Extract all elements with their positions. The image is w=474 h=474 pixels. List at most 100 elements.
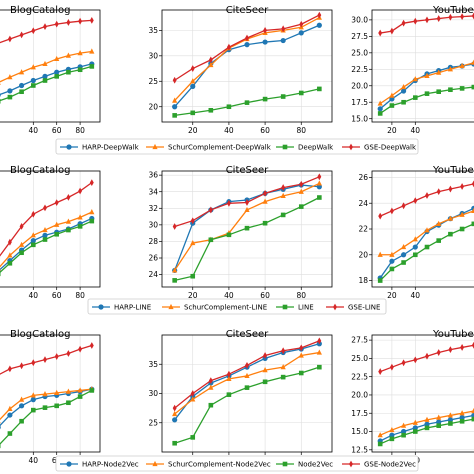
- x-tick-label: 40: [224, 291, 234, 300]
- data-point-harp: [298, 30, 304, 36]
- data-point-harp: [412, 425, 418, 431]
- data-point-base: [389, 103, 395, 108]
- data-point-schur: [172, 410, 178, 417]
- data-point-harp: [42, 73, 48, 79]
- data-point-harp: [172, 417, 178, 423]
- x-tick-label: 40: [224, 126, 234, 135]
- data-point-gse: [245, 34, 249, 42]
- data-point-base: [30, 83, 36, 88]
- data-point-harp: [424, 421, 430, 427]
- data-point-gse: [31, 210, 36, 218]
- data-point-schur: [30, 232, 36, 238]
- legend-marker-harp: [66, 461, 72, 467]
- data-point-base: [89, 218, 95, 224]
- y-tick-label: 30: [148, 389, 158, 398]
- data-point-gse: [471, 341, 474, 349]
- x-tick-label: 40: [29, 126, 39, 135]
- data-point-base: [208, 107, 214, 113]
- data-point-base: [244, 385, 250, 390]
- panel-youtube-0: 20 40 15.0 17.5 20.0 22.5 25.0 27.5 30.0 YouTube: [351, 5, 474, 135]
- data-point-gse: [436, 188, 441, 196]
- y-tick-label: 22: [358, 225, 368, 234]
- data-point-gse: [299, 344, 304, 352]
- y-tick-label: 27.5: [351, 336, 368, 345]
- y-tick-label: 24: [358, 199, 368, 208]
- panel-title: CiteSeer: [226, 329, 269, 340]
- x-tick-label: 60: [260, 291, 270, 300]
- data-point-schur: [18, 241, 25, 247]
- data-point-base: [412, 252, 418, 258]
- data-point-harp: [7, 88, 13, 94]
- x-tick-label: 20: [387, 126, 397, 135]
- data-point-schur: [471, 59, 474, 65]
- y-tick-label: 28: [148, 237, 158, 246]
- legend-marker-harp: [66, 144, 72, 150]
- data-point-gse: [43, 23, 47, 30]
- data-point-base: [54, 74, 60, 79]
- x-tick-label: 20: [188, 291, 198, 300]
- data-point-gse: [401, 19, 406, 27]
- series-line-schur: [174, 351, 320, 415]
- data-point-gse: [54, 20, 59, 28]
- data-point-base: [377, 111, 383, 116]
- data-point-schur: [459, 410, 465, 416]
- data-point-schur: [316, 349, 322, 355]
- legend-marker-base: [282, 461, 288, 467]
- data-point-gse: [281, 25, 286, 33]
- data-point-base: [412, 429, 418, 434]
- panel-title: BlogCatalog: [10, 165, 71, 176]
- data-point-schur: [412, 419, 418, 425]
- y-tick-label: 12.5: [351, 445, 368, 454]
- y-tick-label: 26: [148, 254, 158, 263]
- data-point-schur: [262, 198, 268, 204]
- legend-label: GSE-LINE: [348, 304, 380, 312]
- data-point-gse: [172, 76, 177, 84]
- data-point-schur: [7, 74, 13, 80]
- data-point-base: [389, 436, 395, 442]
- data-point-schur: [316, 180, 322, 186]
- data-point-gse: [263, 26, 268, 34]
- legend-label: SchurComplement-Node2Vec: [168, 461, 271, 469]
- data-point-schur: [77, 214, 83, 220]
- data-point-harp: [54, 69, 60, 75]
- data-point-schur: [42, 226, 48, 233]
- data-point-harp: [316, 22, 322, 28]
- series-group: [172, 11, 322, 118]
- data-point-base: [459, 226, 465, 232]
- series-line-harp: [174, 343, 320, 421]
- data-point-schur: [0, 83, 1, 85]
- data-point-gse: [425, 192, 429, 199]
- data-point-schur: [226, 375, 232, 381]
- legend-label: GSE-DeepWalk: [364, 144, 417, 152]
- data-point-gse: [460, 183, 465, 190]
- series-group: [377, 180, 474, 283]
- y-tick-label: 25: [148, 418, 158, 427]
- data-point-base: [317, 364, 322, 370]
- data-point-base: [436, 423, 442, 428]
- legend-label: HARP-DeepWalk: [82, 144, 140, 152]
- data-point-base: [377, 278, 383, 283]
- data-point-schur: [377, 251, 383, 257]
- y-tick-label: 15.0: [351, 114, 368, 123]
- data-point-base: [66, 69, 71, 75]
- data-point-base: [54, 403, 60, 409]
- series-group: [377, 341, 474, 447]
- data-point-base: [471, 416, 474, 422]
- data-point-gse: [19, 362, 24, 370]
- data-point-gse: [378, 29, 383, 37]
- data-point-base: [7, 94, 13, 100]
- series-line-base: [174, 366, 320, 444]
- data-point-gse: [208, 206, 213, 214]
- data-point-harp: [30, 397, 36, 403]
- data-point-gse: [190, 217, 195, 225]
- data-point-base: [172, 278, 177, 283]
- data-point-base: [66, 400, 71, 406]
- data-point-base: [89, 388, 95, 393]
- series-line-gse: [379, 183, 474, 217]
- legend-marker-gse: [349, 460, 353, 468]
- data-point-base: [54, 231, 60, 237]
- data-point-schur: [447, 215, 454, 221]
- y-tick-label: 20.0: [351, 391, 368, 400]
- y-tick-label: 25: [148, 77, 158, 86]
- data-point-schur: [436, 220, 442, 226]
